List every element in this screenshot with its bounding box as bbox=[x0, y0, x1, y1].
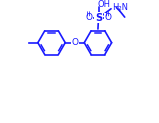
Text: OH: OH bbox=[98, 0, 111, 9]
Text: S: S bbox=[95, 13, 102, 23]
Text: =: = bbox=[104, 10, 113, 16]
Text: O: O bbox=[86, 13, 93, 22]
Text: O: O bbox=[71, 38, 78, 47]
Text: H₂N: H₂N bbox=[112, 2, 128, 12]
Text: =: = bbox=[85, 10, 93, 16]
Text: O: O bbox=[105, 13, 112, 22]
